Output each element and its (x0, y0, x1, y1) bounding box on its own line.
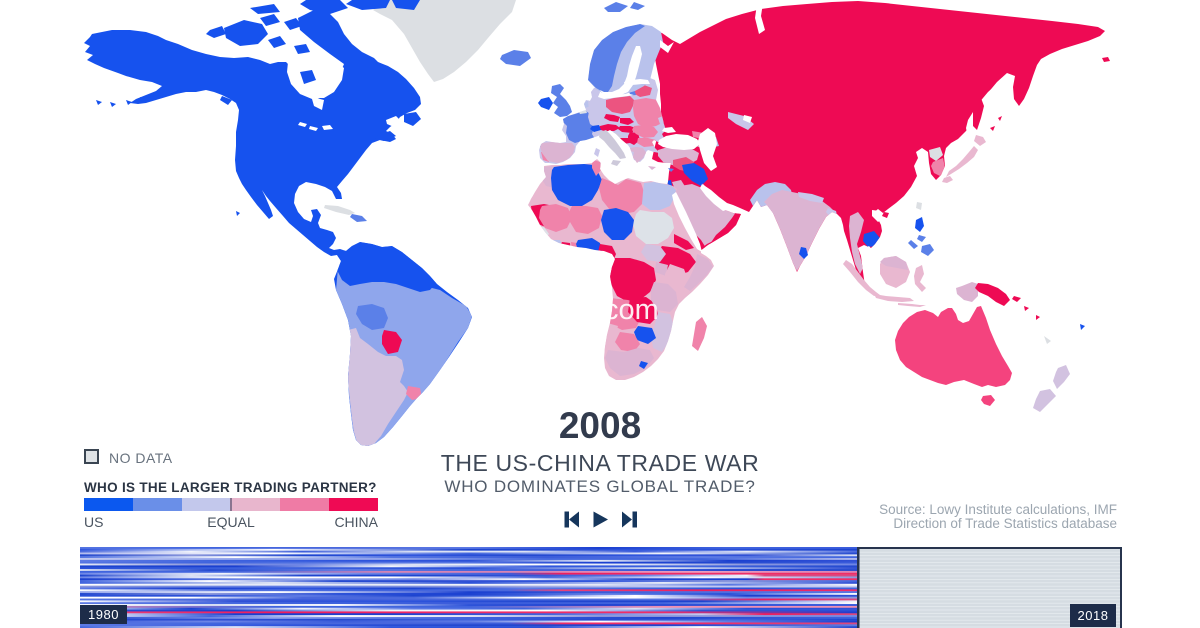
svg-text:com: com (604, 294, 659, 326)
